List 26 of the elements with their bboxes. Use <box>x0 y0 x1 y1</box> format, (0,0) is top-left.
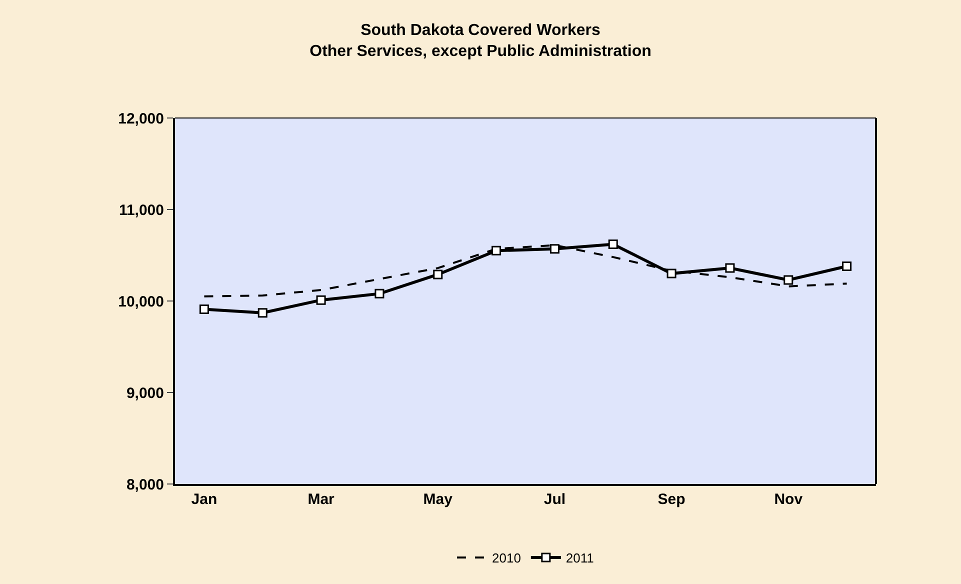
point <box>258 308 268 318</box>
point <box>433 270 443 280</box>
point <box>666 268 676 278</box>
legend-label: 2011 <box>566 550 594 566</box>
point <box>550 244 560 254</box>
x-tick-label: Jan <box>191 491 218 508</box>
y-tick-label: 9,000 <box>126 384 164 402</box>
y-tick-label: 10,000 <box>118 293 164 310</box>
x-tick-label: Sep <box>658 491 686 508</box>
point <box>842 261 852 271</box>
point <box>784 275 794 285</box>
x-tick-label: Jul <box>544 491 566 508</box>
y-tick-label: 12,000 <box>118 110 164 128</box>
x-tick-label: May <box>423 491 454 508</box>
point <box>374 288 384 298</box>
x-tick-label: Nov <box>774 491 804 508</box>
point <box>316 295 326 305</box>
x-tick-label: Mar <box>308 491 335 508</box>
point <box>725 263 735 273</box>
point <box>608 240 618 250</box>
point <box>199 304 209 314</box>
chart-title: South Dakota Covered Workers Other Services, except Public Administration <box>310 22 652 60</box>
y-tick-label: 8,000 <box>126 476 164 494</box>
legend-label: 2010 <box>492 550 521 566</box>
y-tick-label: 11,000 <box>118 202 164 219</box>
point <box>492 246 502 256</box>
